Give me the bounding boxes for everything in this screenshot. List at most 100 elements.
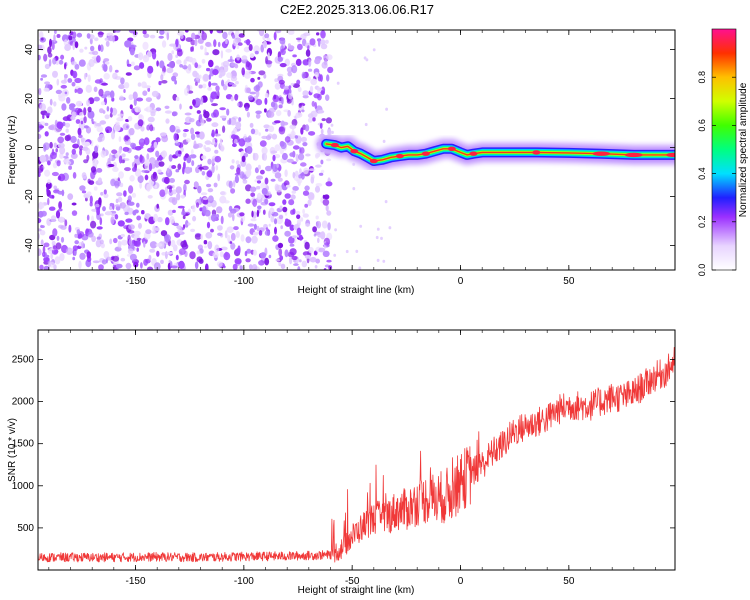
noise-speck	[305, 49, 311, 57]
noise-speck	[210, 91, 218, 100]
noise-speck	[60, 79, 68, 84]
noise-speck	[190, 127, 195, 135]
noise-speck	[309, 85, 314, 93]
noise-speck	[134, 240, 141, 248]
noise-speck	[200, 234, 203, 240]
noise-speck	[47, 179, 51, 185]
noise-speck	[68, 224, 72, 233]
noise-speck	[183, 60, 187, 65]
noise-speck	[207, 241, 213, 250]
noise-speck	[384, 200, 388, 204]
noise-speck	[260, 169, 265, 175]
noise-speck	[86, 251, 92, 259]
noise-speck	[130, 142, 136, 148]
noise-speck	[57, 136, 65, 144]
noise-speck	[144, 174, 149, 181]
noise-speck	[185, 30, 189, 33]
noise-speck	[265, 135, 272, 141]
noise-speck	[315, 153, 321, 158]
noise-speck	[100, 213, 104, 217]
noise-speck	[274, 78, 279, 83]
noise-speck	[106, 129, 109, 133]
noise-speck	[382, 139, 386, 143]
noise-speck	[227, 234, 231, 243]
noise-speck	[262, 209, 266, 215]
noise-speck	[150, 111, 156, 117]
noise-speck	[58, 93, 63, 98]
noise-speck	[288, 85, 292, 89]
noise-speck	[258, 230, 263, 236]
noise-speck	[43, 242, 50, 248]
noise-speck	[91, 208, 98, 212]
noise-speck	[233, 226, 239, 231]
noise-speck	[231, 84, 237, 88]
noise-speck	[139, 182, 143, 189]
snr-x-tick-label: -150	[125, 576, 145, 587]
noise-speck	[38, 44, 43, 50]
noise-speck	[184, 153, 189, 159]
noise-speck	[210, 213, 217, 222]
noise-speck	[197, 38, 204, 44]
noise-speck	[101, 82, 108, 86]
noise-speck	[47, 52, 53, 58]
noise-speck	[210, 228, 214, 233]
noise-speck	[175, 186, 182, 194]
noise-speck	[198, 167, 205, 170]
noise-speck	[238, 117, 242, 122]
noise-speck	[79, 149, 83, 156]
noise-speck	[178, 248, 186, 256]
noise-speck	[198, 131, 205, 140]
noise-speck	[127, 248, 134, 255]
noise-speck	[54, 30, 57, 34]
noise-speck	[318, 247, 326, 253]
noise-speck	[314, 265, 318, 269]
noise-speck	[149, 157, 156, 164]
noise-speck	[292, 186, 299, 191]
noise-speck	[119, 203, 123, 207]
noise-speck	[145, 229, 152, 235]
noise-speck	[87, 74, 91, 82]
noise-speck	[79, 112, 84, 117]
noise-speck	[47, 160, 51, 166]
noise-speck	[278, 79, 285, 85]
noise-speck	[176, 49, 183, 57]
noise-speck	[183, 183, 187, 192]
noise-speck	[274, 183, 279, 192]
noise-speck	[232, 263, 238, 270]
noise-speck	[218, 74, 223, 79]
spectrogram-y-tick-label: 40	[24, 44, 35, 56]
noise-speck	[70, 61, 77, 66]
noise-speck	[131, 192, 137, 198]
noise-speck	[301, 109, 305, 113]
noise-speck	[201, 196, 209, 205]
noise-speck	[268, 202, 276, 207]
noise-speck	[294, 170, 299, 178]
noise-speck	[235, 231, 240, 238]
noise-speck	[86, 154, 90, 161]
noise-speck	[314, 58, 321, 65]
noise-speck	[188, 56, 194, 63]
noise-speck	[317, 86, 321, 94]
noise-speck	[215, 85, 220, 92]
noise-speck	[87, 106, 92, 113]
noise-speck	[184, 179, 190, 185]
noise-speck	[258, 260, 265, 266]
noise-speck	[286, 99, 292, 104]
noise-speck	[99, 120, 107, 125]
colorbar-tick-label: 0.2	[697, 216, 707, 229]
noise-speck	[59, 146, 66, 155]
noise-speck	[41, 251, 46, 257]
noise-speck	[278, 248, 283, 257]
noise-speck	[309, 38, 316, 46]
noise-speck	[201, 32, 207, 41]
noise-speck	[352, 187, 356, 191]
noise-speck	[65, 152, 69, 157]
noise-speck	[164, 110, 172, 114]
noise-speck	[72, 70, 78, 79]
noise-speck	[226, 226, 234, 233]
spectrogram-x-tick-label: 50	[563, 276, 575, 287]
noise-speck	[156, 203, 159, 209]
noise-speck	[92, 260, 100, 264]
noise-speck	[288, 199, 295, 206]
noise-speck	[178, 260, 185, 269]
